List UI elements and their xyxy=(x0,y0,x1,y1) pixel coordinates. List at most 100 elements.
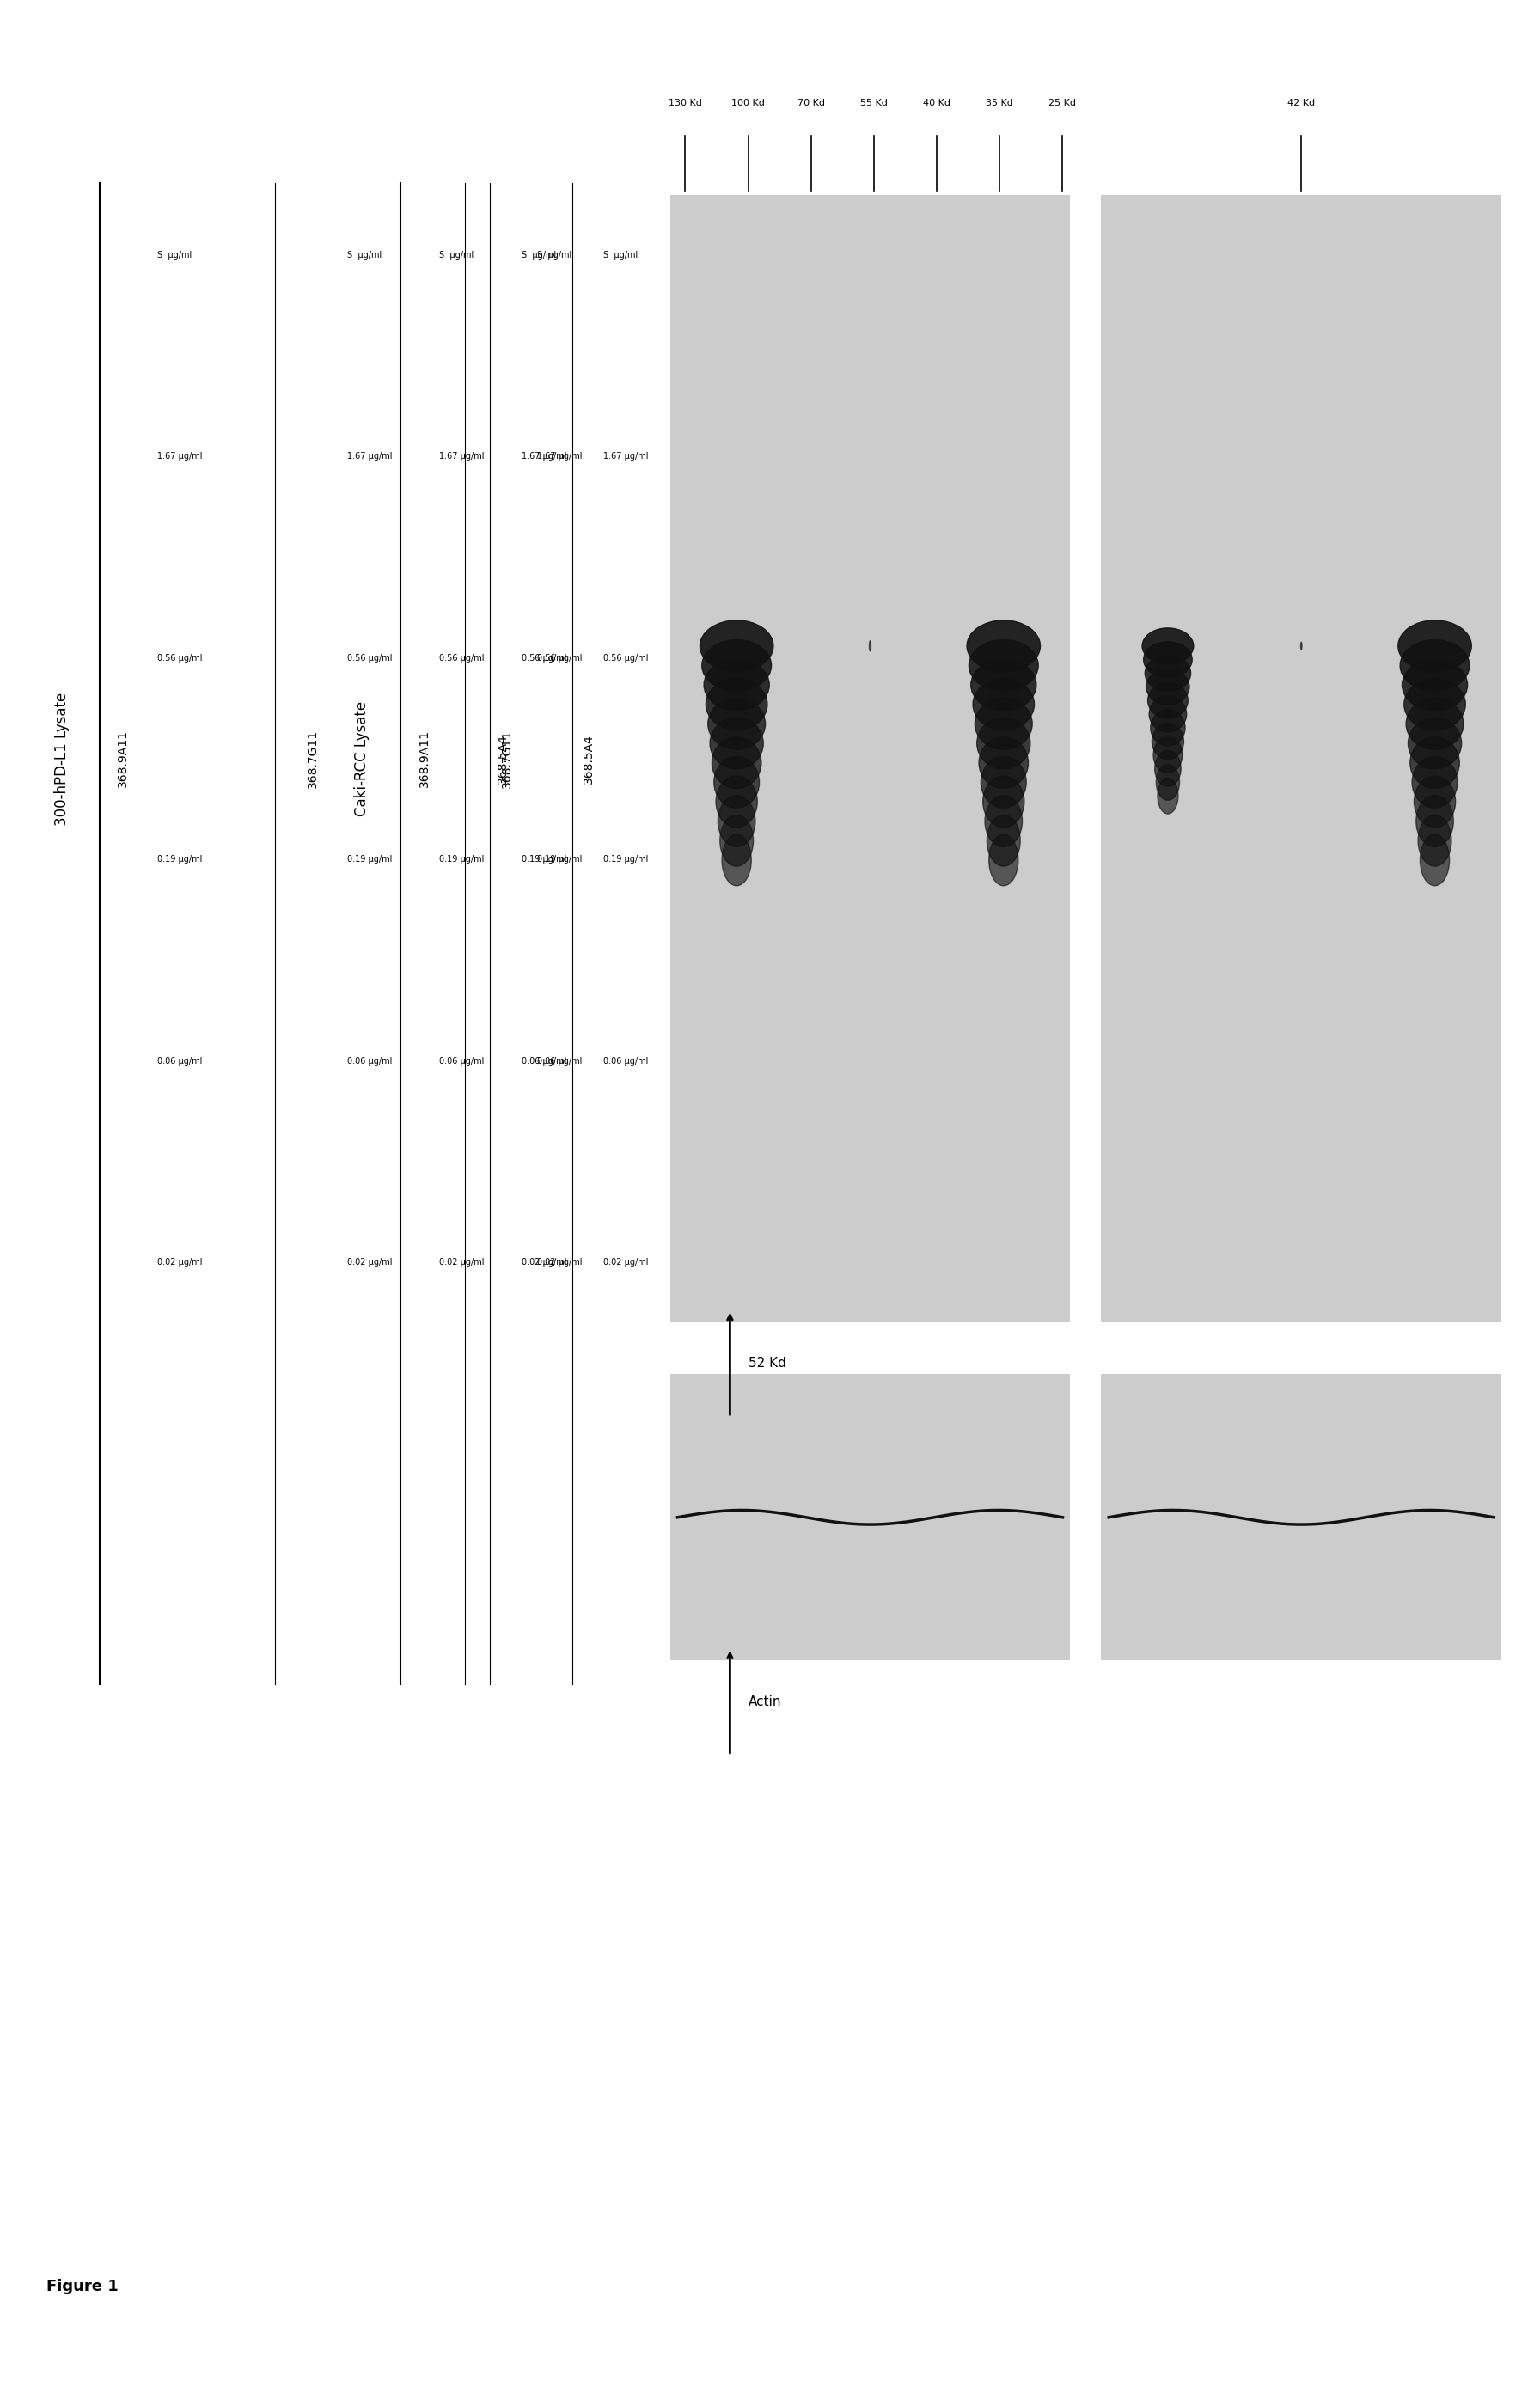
Ellipse shape xyxy=(1147,684,1187,719)
Text: 368.5A4: 368.5A4 xyxy=(496,734,508,784)
Ellipse shape xyxy=(1408,717,1461,769)
Text: 0.06 μg/ml: 0.06 μg/ml xyxy=(604,1058,648,1065)
Text: 52 Kd: 52 Kd xyxy=(748,1358,785,1370)
Text: 70 Kd: 70 Kd xyxy=(798,98,825,107)
Text: 0.56 μg/ml: 0.56 μg/ml xyxy=(346,653,391,662)
Text: 0.19 μg/ml: 0.19 μg/ml xyxy=(604,855,648,865)
Text: 368.7G11: 368.7G11 xyxy=(306,729,319,788)
Text: 40 Kd: 40 Kd xyxy=(922,98,950,107)
Ellipse shape xyxy=(1398,619,1472,672)
Text: 42 Kd: 42 Kd xyxy=(1287,98,1315,107)
Ellipse shape xyxy=(1420,834,1449,886)
Text: 0.56 μg/ml: 0.56 μg/ml xyxy=(604,653,648,662)
Text: S  μg/ml: S μg/ml xyxy=(157,250,191,260)
Bar xyxy=(1101,1374,1502,1660)
Ellipse shape xyxy=(1155,750,1181,786)
Text: 1.67 μg/ml: 1.67 μg/ml xyxy=(439,453,485,460)
Ellipse shape xyxy=(1417,796,1454,848)
Text: 1.67 μg/ml: 1.67 μg/ml xyxy=(537,453,582,460)
Ellipse shape xyxy=(1157,765,1180,800)
Ellipse shape xyxy=(869,641,872,650)
Ellipse shape xyxy=(975,698,1032,750)
Text: 1.67 μg/ml: 1.67 μg/ml xyxy=(157,453,202,460)
Ellipse shape xyxy=(1414,777,1455,827)
Ellipse shape xyxy=(969,641,1038,691)
Text: 0.56 μg/ml: 0.56 μg/ml xyxy=(439,653,485,662)
Text: 0.02 μg/ml: 0.02 μg/ml xyxy=(439,1258,485,1267)
Text: 55 Kd: 55 Kd xyxy=(861,98,887,107)
Ellipse shape xyxy=(1150,710,1186,746)
Text: 0.06 μg/ml: 0.06 μg/ml xyxy=(537,1058,582,1065)
Text: 0.02 μg/ml: 0.02 μg/ml xyxy=(522,1258,567,1267)
Bar xyxy=(670,195,1070,1322)
Text: 0.19 μg/ml: 0.19 μg/ml xyxy=(157,855,202,865)
Ellipse shape xyxy=(979,736,1029,788)
Ellipse shape xyxy=(702,641,772,691)
Ellipse shape xyxy=(1400,641,1469,691)
Text: Caki-RCC Lysate: Caki-RCC Lysate xyxy=(354,700,370,817)
Text: 368.7G11: 368.7G11 xyxy=(500,729,513,788)
Text: 25 Kd: 25 Kd xyxy=(1049,98,1076,107)
Ellipse shape xyxy=(967,619,1041,672)
Ellipse shape xyxy=(711,736,761,788)
Ellipse shape xyxy=(1144,641,1192,676)
Ellipse shape xyxy=(1153,736,1183,774)
Ellipse shape xyxy=(722,834,752,886)
Text: 0.06 μg/ml: 0.06 μg/ml xyxy=(522,1058,567,1065)
Ellipse shape xyxy=(973,679,1035,729)
Ellipse shape xyxy=(970,660,1036,710)
Ellipse shape xyxy=(699,619,773,672)
Ellipse shape xyxy=(981,757,1026,807)
Text: 35 Kd: 35 Kd xyxy=(986,98,1013,107)
Ellipse shape xyxy=(1158,779,1178,815)
Bar xyxy=(670,1374,1070,1660)
Ellipse shape xyxy=(1143,629,1194,665)
Ellipse shape xyxy=(976,717,1030,769)
Text: S  μg/ml: S μg/ml xyxy=(522,250,556,260)
Text: 1.67 μg/ml: 1.67 μg/ml xyxy=(522,453,567,460)
Text: 0.19 μg/ml: 0.19 μg/ml xyxy=(522,855,567,865)
Text: 368.9A11: 368.9A11 xyxy=(117,729,129,788)
Text: 368.5A4: 368.5A4 xyxy=(582,734,594,784)
Ellipse shape xyxy=(989,834,1018,886)
Ellipse shape xyxy=(710,717,764,769)
Ellipse shape xyxy=(708,698,765,750)
Ellipse shape xyxy=(716,777,758,827)
Ellipse shape xyxy=(987,815,1021,867)
Text: 0.56 μg/ml: 0.56 μg/ml xyxy=(157,653,202,662)
Text: 0.02 μg/ml: 0.02 μg/ml xyxy=(604,1258,648,1267)
Ellipse shape xyxy=(986,796,1023,848)
Text: 1.67 μg/ml: 1.67 μg/ml xyxy=(604,453,648,460)
Ellipse shape xyxy=(1418,815,1452,867)
Ellipse shape xyxy=(1144,655,1190,691)
Text: 368.9A11: 368.9A11 xyxy=(419,729,431,788)
Text: Figure 1: Figure 1 xyxy=(46,2280,119,2294)
Text: 0.06 μg/ml: 0.06 μg/ml xyxy=(346,1058,391,1065)
Text: 300-hPD-L1 Lysate: 300-hPD-L1 Lysate xyxy=(54,691,69,827)
Ellipse shape xyxy=(1404,679,1466,729)
Text: S  μg/ml: S μg/ml xyxy=(537,250,571,260)
Ellipse shape xyxy=(715,757,759,807)
Text: S  μg/ml: S μg/ml xyxy=(439,250,474,260)
Ellipse shape xyxy=(1146,669,1189,705)
Ellipse shape xyxy=(721,815,753,867)
Text: Actin: Actin xyxy=(748,1696,781,1708)
Ellipse shape xyxy=(705,679,767,729)
Text: 0.06 μg/ml: 0.06 μg/ml xyxy=(157,1058,202,1065)
Text: 1.67 μg/ml: 1.67 μg/ml xyxy=(346,453,391,460)
Ellipse shape xyxy=(704,660,770,710)
Text: S  μg/ml: S μg/ml xyxy=(346,250,382,260)
Ellipse shape xyxy=(1411,736,1460,788)
Ellipse shape xyxy=(1412,757,1457,807)
Text: 0.19 μg/ml: 0.19 μg/ml xyxy=(439,855,484,865)
Ellipse shape xyxy=(718,796,755,848)
Text: 100 Kd: 100 Kd xyxy=(731,98,765,107)
Ellipse shape xyxy=(1152,724,1184,760)
Text: 0.02 μg/ml: 0.02 μg/ml xyxy=(346,1258,391,1267)
Bar xyxy=(1101,195,1502,1322)
Text: 130 Kd: 130 Kd xyxy=(668,98,702,107)
Ellipse shape xyxy=(1401,660,1468,710)
Text: 0.19 μg/ml: 0.19 μg/ml xyxy=(346,855,391,865)
Text: 0.02 μg/ml: 0.02 μg/ml xyxy=(157,1258,202,1267)
Text: 0.56 μg/ml: 0.56 μg/ml xyxy=(537,653,582,662)
